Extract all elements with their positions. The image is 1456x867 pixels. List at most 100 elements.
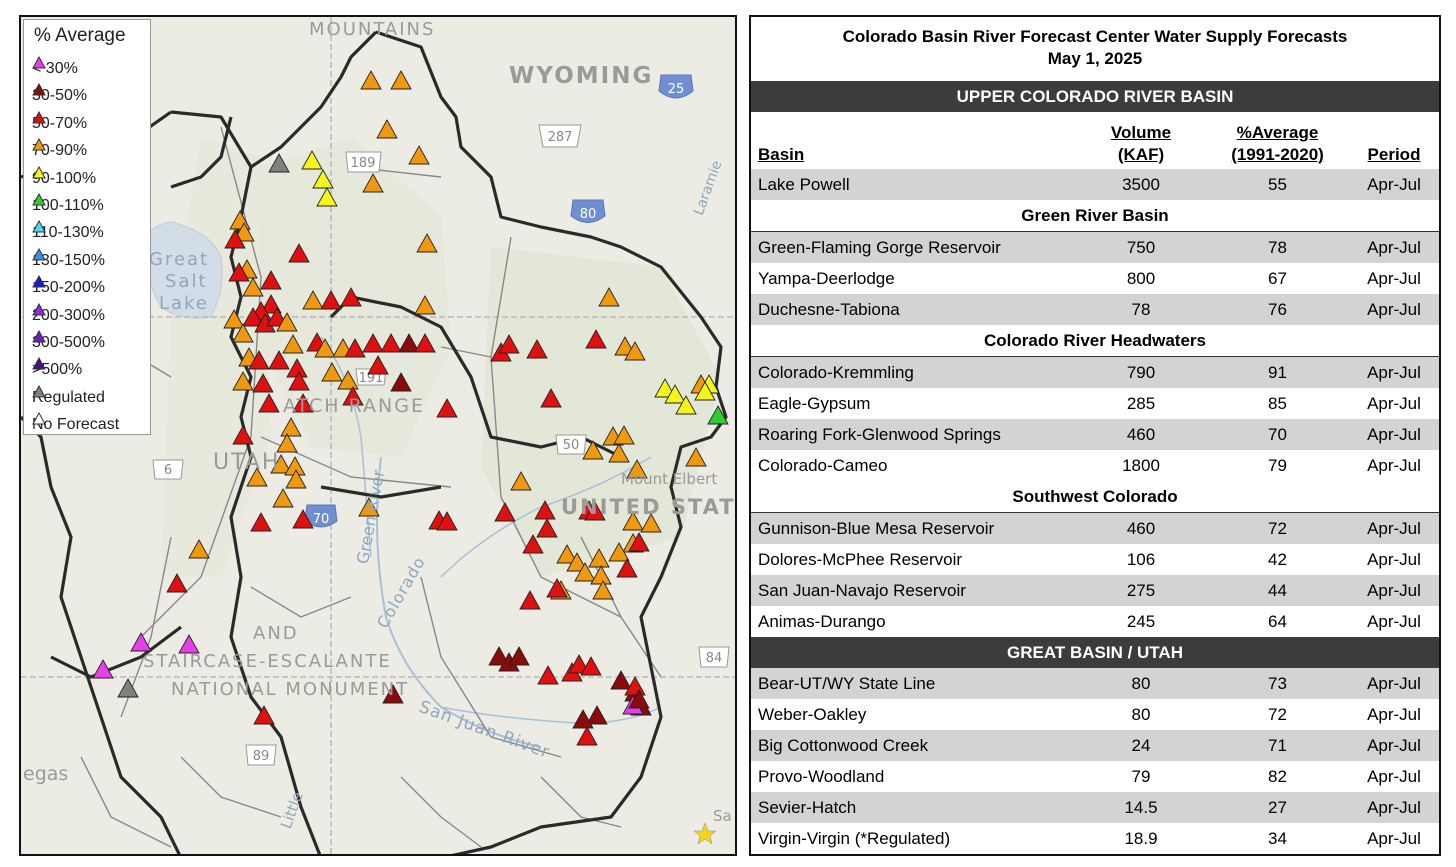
forecast-point[interactable] xyxy=(282,334,304,354)
forecast-point[interactable] xyxy=(537,665,559,685)
forecast-point[interactable] xyxy=(276,433,298,453)
forecast-point[interactable] xyxy=(382,684,404,704)
forecast-point[interactable] xyxy=(414,295,436,315)
forecast-point[interactable] xyxy=(510,471,532,491)
forecast-point[interactable] xyxy=(694,381,716,401)
forecast-point[interactable] xyxy=(628,689,650,709)
forecast-point[interactable] xyxy=(342,386,364,406)
forecast-point[interactable] xyxy=(242,307,264,327)
forecast-point[interactable] xyxy=(253,705,275,725)
forecast-point[interactable] xyxy=(321,362,343,382)
forecast-point[interactable] xyxy=(360,70,382,90)
forecast-point[interactable] xyxy=(585,329,607,349)
forecast-point[interactable] xyxy=(390,372,412,392)
forecast-point[interactable] xyxy=(613,425,635,445)
forecast-point[interactable] xyxy=(488,646,510,666)
forecast-point[interactable] xyxy=(272,488,294,508)
forecast-point[interactable] xyxy=(276,312,298,332)
forecast-point[interactable] xyxy=(292,393,314,413)
forecast-point[interactable] xyxy=(232,323,254,343)
forecast-point[interactable] xyxy=(380,333,402,353)
forecast-point[interactable] xyxy=(566,552,588,572)
forecast-point[interactable] xyxy=(376,119,398,139)
forecast-point[interactable] xyxy=(580,656,602,676)
forecast-point[interactable] xyxy=(586,705,608,725)
forecast-point[interactable] xyxy=(622,511,644,531)
forecast-point[interactable] xyxy=(358,497,380,517)
forecast-point[interactable] xyxy=(592,580,614,600)
forecast-point[interactable] xyxy=(519,590,541,610)
forecast-point[interactable] xyxy=(314,338,336,358)
forecast-point[interactable] xyxy=(242,277,264,297)
forecast-point[interactable] xyxy=(316,187,338,207)
forecast-point[interactable] xyxy=(675,395,697,415)
forecast-point[interactable] xyxy=(224,229,246,249)
forecast-point[interactable] xyxy=(337,370,359,390)
forecast-point[interactable] xyxy=(610,670,632,690)
forecast-point[interactable] xyxy=(546,578,568,598)
forecast-point[interactable] xyxy=(436,511,458,531)
forecast-point[interactable] xyxy=(250,512,272,532)
forecast-point[interactable] xyxy=(302,290,324,310)
forecast-point[interactable] xyxy=(414,333,436,353)
forecast-point[interactable] xyxy=(280,417,302,437)
forecast-point[interactable] xyxy=(436,398,458,418)
forecast-point[interactable] xyxy=(288,371,310,391)
forecast-point[interactable] xyxy=(707,405,729,425)
forecast-point[interactable] xyxy=(285,469,307,489)
forecast-point[interactable] xyxy=(568,654,590,674)
forecast-point[interactable] xyxy=(362,333,384,353)
forecast-point[interactable] xyxy=(522,534,544,554)
forecast-point[interactable] xyxy=(572,709,594,729)
forecast-point[interactable] xyxy=(608,443,630,463)
forecast-point[interactable] xyxy=(416,233,438,253)
forecast-point[interactable] xyxy=(228,262,250,282)
forecast-point[interactable] xyxy=(556,544,578,564)
forecast-point[interactable] xyxy=(260,294,282,314)
forecast-point[interactable] xyxy=(367,355,389,375)
forecast-point[interactable] xyxy=(390,70,412,90)
forecast-point[interactable] xyxy=(252,373,274,393)
forecast-point[interactable] xyxy=(624,341,646,361)
forecast-point[interactable] xyxy=(616,558,638,578)
forecast-point[interactable] xyxy=(232,425,254,445)
forecast-point[interactable] xyxy=(540,388,562,408)
forecast-point[interactable] xyxy=(664,384,686,404)
forecast-point[interactable] xyxy=(654,378,676,398)
forecast-point[interactable] xyxy=(246,467,268,487)
forecast-point[interactable] xyxy=(320,290,342,310)
forecast-point[interactable] xyxy=(260,270,282,290)
forecast-point[interactable] xyxy=(362,173,384,193)
forecast-point[interactable] xyxy=(258,393,280,413)
forecast-point[interactable] xyxy=(685,447,707,467)
forecast-point[interactable] xyxy=(498,334,520,354)
forecast-point[interactable] xyxy=(268,350,290,370)
forecast-point[interactable] xyxy=(584,501,606,521)
forecast-point[interactable] xyxy=(178,634,200,654)
forecast-point[interactable] xyxy=(312,169,334,189)
forecast-point[interactable] xyxy=(576,726,598,746)
forecast-point[interactable] xyxy=(534,500,556,520)
forecast-point[interactable] xyxy=(624,676,646,696)
forecast-point[interactable] xyxy=(340,287,362,307)
forecast-point[interactable] xyxy=(292,509,314,529)
forecast-point[interactable] xyxy=(626,459,648,479)
forecast-point[interactable] xyxy=(344,338,366,358)
forecast-point[interactable] xyxy=(188,539,210,559)
forecast-point[interactable] xyxy=(268,153,290,173)
forecast-point[interactable] xyxy=(628,532,650,552)
forecast-point[interactable] xyxy=(223,309,245,329)
forecast-point[interactable] xyxy=(288,243,310,263)
forecast-point[interactable] xyxy=(494,502,516,522)
forecast-point[interactable] xyxy=(398,333,420,353)
forecast-point[interactable] xyxy=(598,287,620,307)
forecast-point[interactable] xyxy=(301,150,323,170)
forecast-point[interactable] xyxy=(588,548,610,568)
forecast-point[interactable] xyxy=(574,562,596,582)
forecast-point[interactable] xyxy=(92,659,114,679)
forecast-point[interactable] xyxy=(536,518,558,538)
forecast-point[interactable] xyxy=(166,573,188,593)
forecast-point[interactable] xyxy=(508,646,530,666)
forecast-point[interactable] xyxy=(232,371,254,391)
forecast-point[interactable] xyxy=(117,678,139,698)
